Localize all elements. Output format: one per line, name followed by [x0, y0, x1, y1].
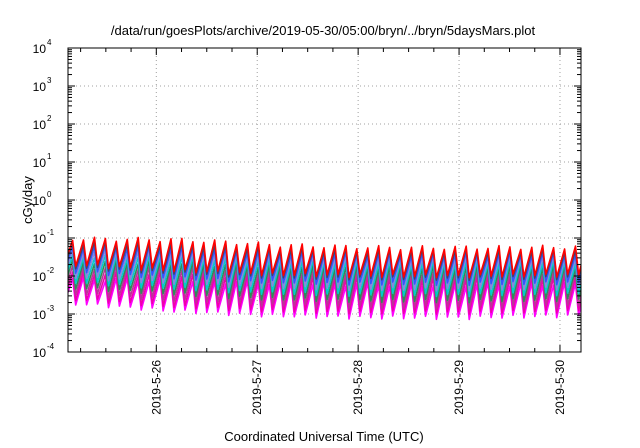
- y-tick-label: 10: [33, 118, 47, 132]
- y-tick-exponent: 3: [47, 76, 52, 85]
- x-tick-label: 2019-5-29: [452, 360, 466, 415]
- y-tick-exponent: 2: [47, 114, 52, 123]
- x-tick-label: 2019-5-28: [351, 360, 365, 415]
- x-tick-label: 2019-5-30: [553, 360, 567, 415]
- y-tick-exponent: 0: [47, 190, 52, 199]
- x-axis-label: Coordinated Universal Time (UTC): [224, 429, 423, 444]
- series-line: [68, 276, 581, 321]
- y-tick-label: 10: [33, 156, 47, 170]
- y-tick-exponent: -2: [47, 266, 55, 275]
- chart-title: /data/run/goesPlots/archive/2019-05-30/0…: [111, 23, 536, 38]
- x-axis: 2019-5-26 2019-5-27 2019-5-28 2019-5-29 2019…: [80, 48, 567, 415]
- y-tick-label: 10: [33, 308, 47, 322]
- series-layer: [68, 236, 581, 321]
- series-line: [68, 258, 581, 304]
- series-line: [68, 264, 581, 310]
- y-tick-label: 10: [33, 194, 47, 208]
- y-tick-exponent: 4: [47, 38, 52, 47]
- y-tick-label: 10: [33, 346, 47, 360]
- y-tick-label: 10: [33, 270, 47, 284]
- y-tick-exponent: 1: [47, 152, 52, 161]
- series-line: [68, 248, 581, 292]
- y-tick-exponent: -4: [47, 342, 55, 351]
- y-axis-label: cGy/day: [20, 176, 35, 224]
- series-line: [68, 253, 581, 298]
- y-tick-exponent: -1: [47, 228, 55, 237]
- y-tick-exponent: -3: [47, 304, 55, 313]
- x-tick-label: 2019-5-27: [250, 360, 264, 415]
- y-tick-label: 10: [33, 80, 47, 94]
- y-tick-label: 10: [33, 232, 47, 246]
- series-line: [68, 270, 581, 315]
- y-tick-label: 10: [33, 42, 47, 56]
- x-tick-label: 2019-5-26: [149, 360, 163, 415]
- series-line: [68, 236, 581, 279]
